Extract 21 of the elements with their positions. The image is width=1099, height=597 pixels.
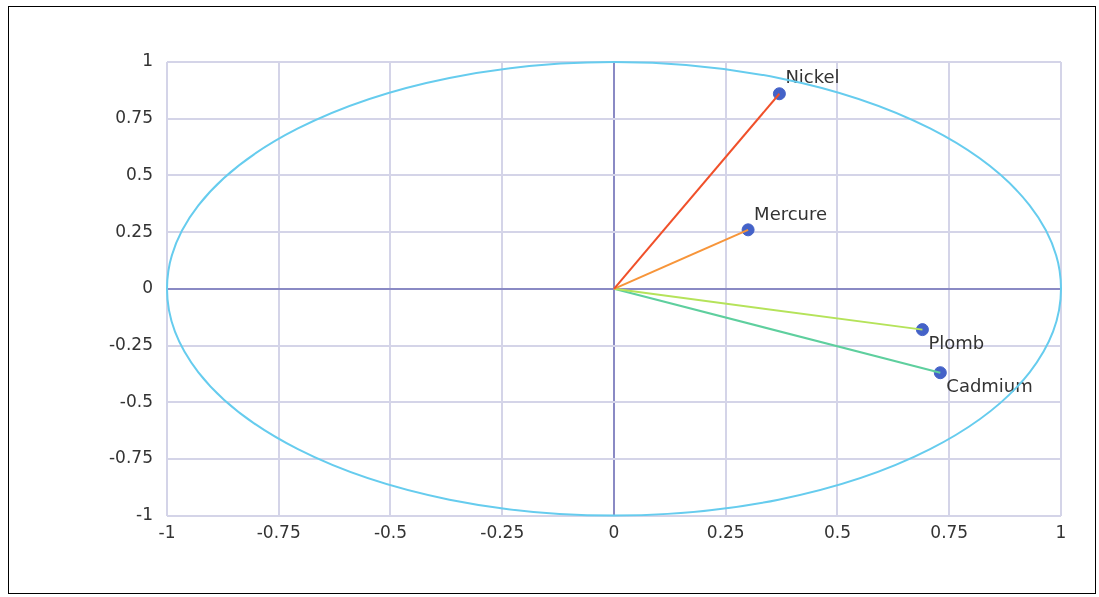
- annotation: Nickel: [785, 66, 840, 88]
- x-tick-label: 0: [608, 522, 620, 543]
- y-tick-label: -0.25: [108, 333, 153, 354]
- x-tick-label: 0.75: [930, 522, 969, 543]
- y-tick-label: 0.5: [125, 163, 153, 184]
- x-tick-label: -0.5: [373, 522, 408, 543]
- x-tick-label: 0.5: [823, 522, 852, 543]
- y-tick-label: 0.25: [115, 220, 153, 241]
- annotation: Mercure: [754, 202, 828, 224]
- x-tick-label: 0.25: [706, 522, 745, 543]
- annotation: Plomb: [928, 332, 985, 354]
- x-tick-label: -1: [158, 522, 176, 543]
- y-tick-label: 0: [142, 277, 153, 298]
- x-tick-label: -0.25: [480, 522, 525, 543]
- y-tick-label: 0.75: [115, 107, 153, 128]
- y-tick-label: 1: [142, 50, 153, 71]
- x-tick-label: -0.75: [256, 522, 301, 543]
- y-tick-label: -0.75: [108, 447, 153, 468]
- y-tick-label: -1: [136, 504, 153, 525]
- y-tick-label: -0.5: [119, 390, 153, 411]
- x-tick-label: 1: [1055, 522, 1067, 543]
